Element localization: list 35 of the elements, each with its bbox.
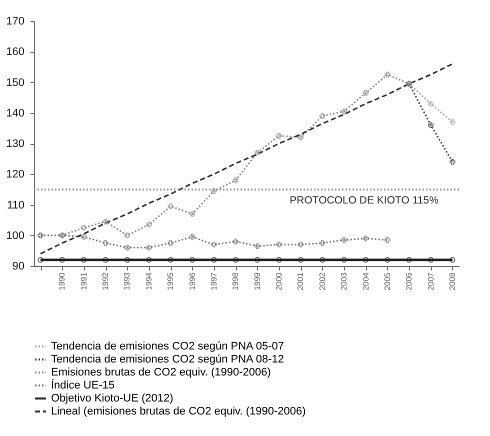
x-tick-label: 2000 bbox=[274, 272, 284, 290]
legend-label: Tendencia de emisiones CO2 según PNA 05-07 bbox=[51, 340, 284, 352]
x-tick-label: 2006 bbox=[404, 272, 414, 290]
x-tick-label: 2004 bbox=[361, 272, 370, 290]
y-tick-label: 120 bbox=[6, 168, 24, 181]
y-tick-label: 170 bbox=[6, 16, 24, 28]
y-tick-label: 100 bbox=[6, 230, 24, 242]
x-tick-label: 1996 bbox=[188, 272, 197, 290]
x-tick-label: 2008 bbox=[448, 272, 457, 290]
y-tick-label: 110 bbox=[6, 199, 24, 212]
x-tick-label: 1994 bbox=[144, 272, 154, 290]
y-tick-label: 160 bbox=[6, 46, 24, 58]
x-tick-label: 1999 bbox=[252, 272, 262, 290]
x-tick-label: 2007 bbox=[426, 272, 436, 290]
x-tick-label: 1997 bbox=[209, 272, 218, 290]
x-tick-label: 1995 bbox=[166, 272, 176, 290]
legend-label: Objetivo Kioto-UE (2012) bbox=[51, 392, 174, 404]
x-tick-label: 2002 bbox=[318, 272, 327, 290]
x-tick-label: 2003 bbox=[340, 272, 349, 290]
y-tick-label: 130 bbox=[6, 138, 24, 150]
x-tick-label: 2001 bbox=[296, 272, 306, 290]
legend-label: Tendencia de emisiones CO2 según PNA 08-12 bbox=[51, 354, 284, 366]
x-tick-label: 1991 bbox=[79, 272, 88, 290]
x-tick-label: 1993 bbox=[122, 272, 132, 290]
x-tick-label: 1992 bbox=[101, 272, 110, 290]
x-tick-label: 2005 bbox=[382, 272, 392, 290]
y-tick-label: 90 bbox=[12, 260, 24, 272]
y-tick-label: 150 bbox=[6, 76, 24, 89]
x-tick-label: 1998 bbox=[231, 272, 240, 290]
legend-label: Índice UE-15 bbox=[51, 378, 115, 392]
legend-label: Lineal (emisiones brutas de CO2 equiv. (1990-2006) bbox=[51, 406, 306, 418]
ref-line-label: PROTOCOLO DE KIOTO 115% bbox=[290, 194, 438, 206]
y-tick-label: 140 bbox=[6, 107, 24, 120]
legend-label: Emisiones brutas de CO2 equiv. (1990-2006) bbox=[51, 366, 271, 378]
x-tick-label: 1990 bbox=[58, 272, 67, 290]
